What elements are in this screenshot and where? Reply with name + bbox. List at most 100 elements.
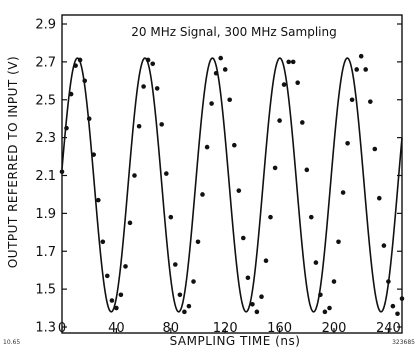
data-point bbox=[381, 243, 387, 248]
data-point bbox=[59, 169, 65, 175]
data-point bbox=[150, 61, 156, 67]
data-point bbox=[308, 214, 314, 220]
data-point bbox=[172, 262, 178, 267]
data-point bbox=[209, 101, 214, 106]
data-point bbox=[290, 59, 296, 65]
y-tick-label: 2.5 bbox=[35, 93, 56, 108]
y-tick-label: 2.7 bbox=[35, 55, 56, 70]
data-point bbox=[232, 142, 237, 148]
data-point bbox=[109, 298, 115, 303]
data-point bbox=[399, 296, 405, 301]
fit-curve bbox=[61, 57, 403, 313]
data-point bbox=[245, 275, 251, 281]
data-point bbox=[345, 141, 350, 146]
data-point bbox=[186, 303, 192, 309]
data-point bbox=[331, 279, 337, 284]
y-tick-label: 1.7 bbox=[35, 245, 56, 260]
x-tick-label: 120 bbox=[213, 321, 238, 336]
data-point bbox=[336, 239, 341, 245]
data-point bbox=[286, 59, 292, 65]
data-point bbox=[295, 80, 300, 86]
data-point bbox=[281, 82, 287, 87]
data-point bbox=[82, 78, 88, 84]
data-point bbox=[73, 63, 78, 68]
x-tick-label: 160 bbox=[267, 321, 292, 336]
data-point bbox=[268, 214, 273, 220]
data-point bbox=[372, 146, 378, 152]
chart-title: 20 MHz Signal, 300 MHz Sampling bbox=[131, 25, 336, 39]
x-tick-label: 40 bbox=[108, 321, 125, 336]
data-point bbox=[64, 125, 69, 131]
data-point bbox=[277, 118, 282, 123]
data-point bbox=[118, 292, 124, 298]
data-point bbox=[195, 239, 201, 245]
data-point bbox=[114, 305, 119, 311]
data-point bbox=[86, 116, 92, 121]
data-point bbox=[159, 122, 164, 127]
data-point bbox=[182, 309, 187, 315]
x-tick-label: 240 bbox=[376, 321, 401, 336]
data-point bbox=[123, 264, 128, 269]
data-point bbox=[250, 301, 255, 307]
y-tick-label: 2.1 bbox=[35, 169, 56, 184]
data-point bbox=[100, 239, 106, 245]
x-tick-label: 80 bbox=[163, 321, 180, 336]
y-tick-label: 2.3 bbox=[35, 131, 56, 146]
data-point bbox=[127, 220, 133, 226]
data-point bbox=[358, 53, 364, 59]
data-point bbox=[254, 309, 260, 315]
data-point bbox=[168, 214, 174, 220]
data-point bbox=[77, 57, 83, 63]
data-point bbox=[154, 86, 160, 91]
data-point bbox=[96, 197, 101, 203]
data-point bbox=[263, 258, 269, 264]
y-tick-label: 1.3 bbox=[35, 321, 56, 336]
data-point bbox=[300, 120, 305, 125]
y-tick-label: 1.5 bbox=[35, 283, 56, 298]
data-point bbox=[222, 67, 228, 72]
data-point bbox=[354, 67, 360, 72]
data-points bbox=[59, 53, 405, 317]
y-tick-label: 1.9 bbox=[35, 207, 56, 222]
data-point bbox=[272, 165, 278, 171]
data-point bbox=[218, 55, 224, 61]
data-point bbox=[322, 309, 328, 315]
data-point bbox=[204, 144, 210, 150]
data-point bbox=[236, 188, 242, 193]
data-point bbox=[395, 311, 400, 317]
data-point bbox=[136, 123, 142, 129]
data-point bbox=[313, 260, 319, 265]
data-point bbox=[386, 279, 391, 284]
data-point bbox=[200, 192, 205, 197]
x-tick-label: 0 bbox=[58, 321, 66, 336]
data-point bbox=[259, 294, 264, 300]
data-point bbox=[191, 279, 196, 284]
data-point bbox=[327, 305, 332, 311]
figure-id-right: 323685 bbox=[392, 339, 415, 346]
data-point bbox=[304, 167, 310, 173]
data-point bbox=[240, 235, 246, 241]
data-point bbox=[132, 173, 137, 178]
y-axis: 1.3 1.5 1.7 1.9 2.1 2.3 2.5 2.7 2.9 bbox=[35, 18, 402, 336]
y-axis-title: OUTPUT REFERRED TO INPUT (V) bbox=[6, 56, 20, 268]
data-point bbox=[104, 273, 110, 279]
data-point bbox=[368, 99, 373, 104]
data-point bbox=[141, 84, 146, 89]
data-point bbox=[363, 67, 368, 72]
data-point bbox=[145, 57, 151, 63]
data-point bbox=[340, 190, 346, 195]
data-point bbox=[164, 171, 169, 176]
x-axis-title: SAMPLING TIME (ns) bbox=[170, 334, 301, 348]
y-tick-label: 2.9 bbox=[35, 18, 56, 33]
data-point bbox=[68, 91, 74, 97]
data-point bbox=[177, 292, 183, 298]
data-point bbox=[91, 152, 96, 157]
figure-id-left: 10.65 bbox=[3, 339, 20, 346]
data-point bbox=[390, 303, 396, 309]
x-axis: 0 40 80 120 160 200 240 bbox=[58, 321, 401, 336]
x-tick-label: 200 bbox=[322, 321, 347, 336]
data-point bbox=[227, 97, 232, 103]
data-point bbox=[318, 292, 323, 298]
data-point bbox=[349, 97, 355, 103]
